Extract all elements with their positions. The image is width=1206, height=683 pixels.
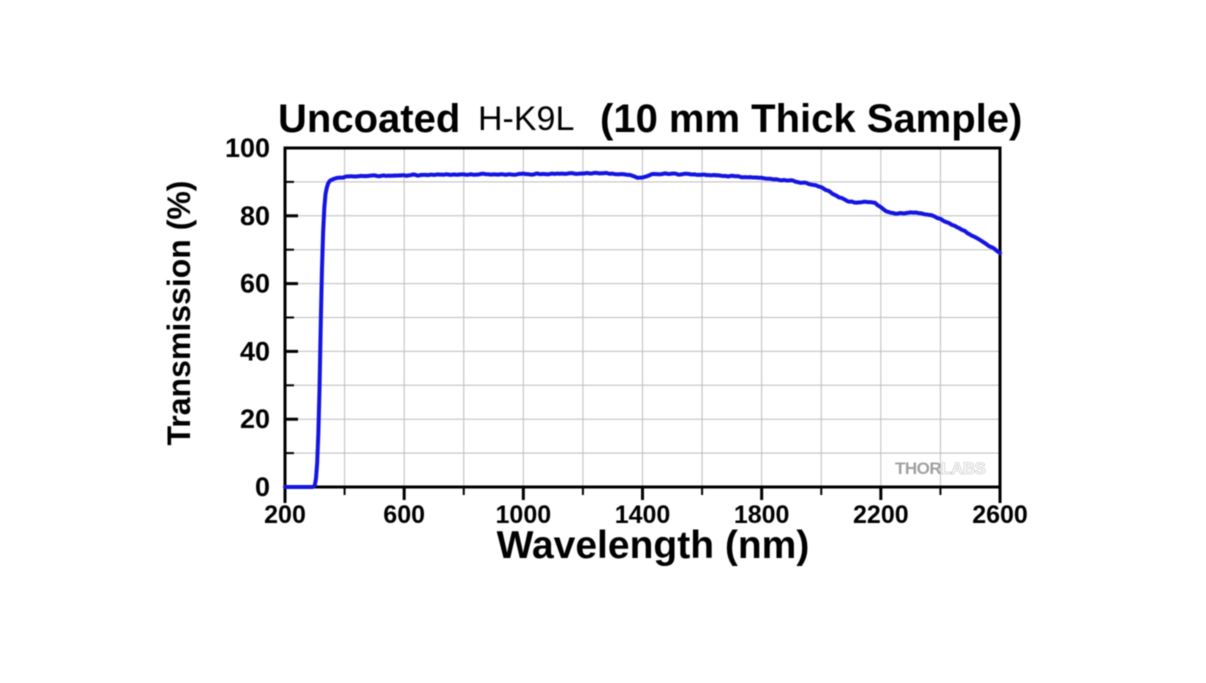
svg-text:0: 0	[255, 472, 270, 502]
svg-text:20: 20	[240, 404, 270, 434]
svg-text:Transmission (%): Transmission (%)	[161, 181, 197, 446]
svg-text:(10 mm Thick Sample): (10 mm Thick Sample)	[600, 97, 1022, 141]
svg-text:2200: 2200	[853, 501, 909, 529]
svg-text:THORLABS: THORLABS	[895, 459, 986, 478]
svg-text:H-K9L: H-K9L	[478, 100, 574, 138]
svg-text:600: 600	[383, 501, 425, 529]
svg-text:200: 200	[264, 501, 306, 529]
svg-text:40: 40	[240, 336, 270, 366]
svg-text:2600: 2600	[972, 501, 1028, 529]
svg-text:100: 100	[225, 133, 270, 163]
svg-text:Uncoated: Uncoated	[278, 97, 460, 141]
svg-text:60: 60	[240, 269, 270, 299]
svg-text:Wavelength (nm): Wavelength (nm)	[497, 524, 810, 567]
svg-text:80: 80	[240, 201, 270, 231]
